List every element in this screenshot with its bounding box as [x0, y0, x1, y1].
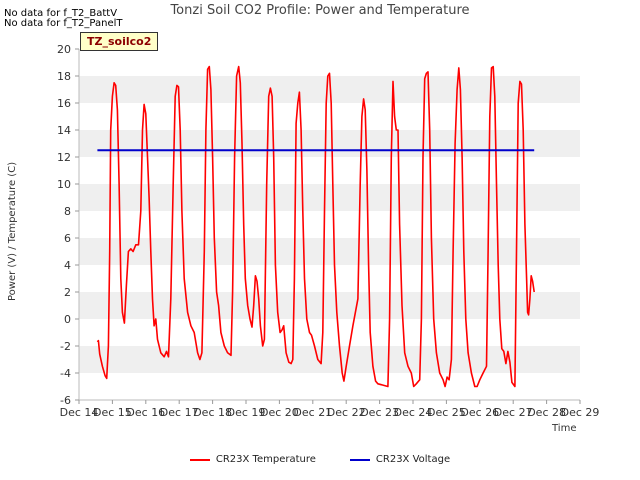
x-tick-label: Dec 17	[160, 406, 199, 419]
y-tick-label: -2	[60, 340, 71, 353]
x-tick-label: Dec 29	[561, 406, 600, 419]
x-tick-label: Dec 21	[293, 406, 332, 419]
x-tick-label: Dec 14	[60, 406, 99, 419]
grid-band	[79, 292, 580, 319]
y-tick-label: 6	[64, 232, 71, 245]
no-data-note-panelt: No data for f_T2_PanelT	[4, 18, 123, 29]
y-tick-label: 14	[57, 124, 71, 137]
x-tick-label: Dec 18	[193, 406, 232, 419]
no-data-note-battv: No data for f_T2_BattV	[4, 8, 118, 19]
site-badge: TZ_soilco2	[80, 32, 159, 51]
series-line-temperature	[96, 65, 535, 388]
x-tick-label: Dec 15	[93, 406, 132, 419]
x-tick-label: Dec 16	[126, 406, 165, 419]
legend: CR23X Temperature CR23X Voltage	[0, 454, 640, 465]
y-tick-label: -4	[60, 367, 71, 380]
legend-label-temperature: CR23X Temperature	[215, 454, 316, 465]
y-tick-label: 20	[57, 43, 71, 56]
x-tick-label: Dec 28	[527, 406, 566, 419]
x-tick-label: Dec 27	[494, 406, 533, 419]
y-tick-label: 16	[57, 97, 71, 110]
legend-item-voltage: CR23X Voltage	[349, 454, 451, 465]
y-axis-label: Power (V) / Temperature (C)	[7, 161, 18, 301]
grid-band	[79, 184, 580, 211]
x-tick-label: Dec 19	[227, 406, 266, 419]
grid-band	[79, 238, 580, 265]
grid-band	[79, 130, 580, 157]
y-tick-label: 0	[64, 313, 71, 326]
chart-title: Tonzi Soil CO2 Profile: Power and Temper…	[170, 3, 470, 18]
x-axis-label: Time	[552, 423, 577, 434]
grid-band	[79, 346, 580, 373]
y-tick-label: 12	[57, 151, 71, 164]
y-tick-label: 18	[57, 70, 71, 83]
x-tick-label: Dec 25	[427, 406, 466, 419]
y-tick-label: 4	[64, 259, 71, 272]
y-tick-label: 2	[64, 286, 71, 299]
x-tick-label: Dec 22	[327, 406, 366, 419]
legend-item-temperature: CR23X Temperature	[189, 454, 316, 465]
x-tick-label: Dec 23	[360, 406, 399, 419]
x-tick-label: Dec 24	[394, 406, 433, 419]
y-tick-label: 8	[64, 205, 71, 218]
y-tick-label: 10	[57, 178, 71, 191]
legend-label-voltage: CR23X Voltage	[375, 454, 451, 465]
legend-swatch-voltage	[349, 458, 370, 461]
x-tick-label: Dec 20	[260, 406, 299, 419]
x-tick-label: Dec 26	[460, 406, 499, 419]
legend-swatch-temperature	[189, 458, 210, 461]
y-tick-label: -6	[60, 394, 71, 407]
